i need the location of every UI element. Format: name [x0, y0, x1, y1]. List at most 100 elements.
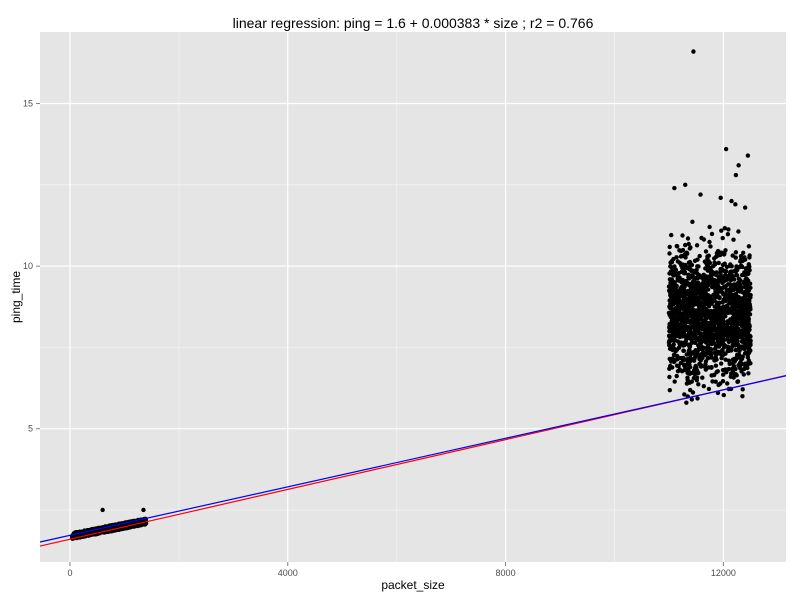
data-point [682, 342, 687, 348]
x-tick-label: 0 [67, 568, 72, 578]
x-axis-title: packet_size [381, 578, 445, 592]
grid-minor [40, 32, 786, 562]
data-point [748, 342, 753, 348]
data-point [666, 310, 672, 316]
data-point [737, 344, 742, 349]
data-point [697, 321, 702, 326]
data-point [709, 296, 714, 302]
data-point [743, 282, 749, 287]
outlier-point [733, 202, 738, 207]
data-point [726, 348, 732, 353]
data-point [721, 392, 726, 398]
data-point [694, 275, 699, 280]
data-point [741, 340, 746, 345]
data-point [669, 232, 674, 238]
data-point [741, 372, 746, 377]
data-point [683, 338, 688, 344]
data-point [667, 346, 673, 351]
data-point [701, 384, 706, 389]
data-point [704, 348, 710, 353]
data-point [669, 283, 674, 288]
data-point [739, 323, 745, 328]
data-point [681, 358, 686, 363]
data-point [676, 323, 682, 328]
data-point [706, 386, 712, 392]
data-point [704, 315, 709, 321]
data-point [672, 379, 677, 384]
data-point [672, 281, 677, 286]
x-tick-label: 12000 [711, 568, 736, 578]
regression-line [39, 375, 787, 543]
data-point [737, 289, 742, 294]
outlier-point [736, 163, 741, 168]
data-point [715, 369, 720, 374]
data-point [700, 282, 706, 287]
data-point [741, 299, 747, 304]
data-point [688, 263, 693, 268]
data-point [717, 332, 723, 338]
chart-title: linear regression: ping = 1.6 + 0.000383… [233, 15, 594, 31]
data-point [678, 292, 683, 297]
data-point [741, 290, 747, 296]
data-point [730, 300, 736, 306]
outlier-point [723, 146, 729, 152]
data-point [696, 298, 701, 303]
data-point [683, 319, 688, 325]
data-point [689, 340, 694, 346]
data-point [668, 260, 673, 265]
data-point [696, 264, 701, 269]
data-point [681, 348, 686, 353]
data-point [713, 312, 718, 317]
data-point [709, 320, 714, 325]
data-point [673, 348, 678, 354]
data-point [688, 298, 693, 303]
data-point [713, 289, 718, 295]
data-point [673, 267, 679, 272]
data-point [699, 235, 704, 241]
data-point [678, 341, 683, 347]
data-point [711, 372, 716, 378]
data-point [746, 371, 751, 376]
data-point [670, 334, 675, 339]
data-point [734, 331, 739, 337]
x-tick-label: 4000 [278, 568, 298, 578]
data-point [674, 319, 680, 325]
data-point [742, 366, 747, 372]
data-point [735, 379, 740, 384]
data-point [696, 325, 702, 330]
data-point [674, 329, 679, 334]
data-point [698, 307, 704, 312]
data-point [734, 325, 739, 330]
data-point [678, 330, 683, 335]
data-point [686, 306, 691, 311]
data-point [736, 229, 741, 234]
outlier-point [672, 185, 677, 191]
data-point [712, 262, 718, 267]
notable-points [100, 49, 751, 513]
data-point [719, 228, 724, 233]
data-point [669, 306, 675, 312]
data-point [710, 379, 715, 384]
data-point [712, 315, 717, 321]
data-point [685, 361, 690, 366]
data-point [707, 280, 712, 285]
data-point [713, 379, 718, 384]
data-point [733, 317, 739, 322]
data-point [729, 273, 734, 278]
data-point [739, 272, 745, 278]
data-point [679, 278, 684, 283]
data-point [709, 355, 714, 360]
data-point [675, 302, 681, 307]
data-point [687, 365, 693, 370]
data-point [717, 342, 723, 347]
data-point [686, 290, 691, 295]
data-point [674, 308, 679, 313]
data-point [687, 259, 693, 265]
data-point [728, 278, 734, 283]
data-point [726, 345, 731, 350]
data-point [746, 244, 752, 249]
data-point [726, 227, 731, 232]
data-point [703, 320, 708, 325]
data-point [715, 285, 721, 290]
data-point [727, 361, 732, 367]
